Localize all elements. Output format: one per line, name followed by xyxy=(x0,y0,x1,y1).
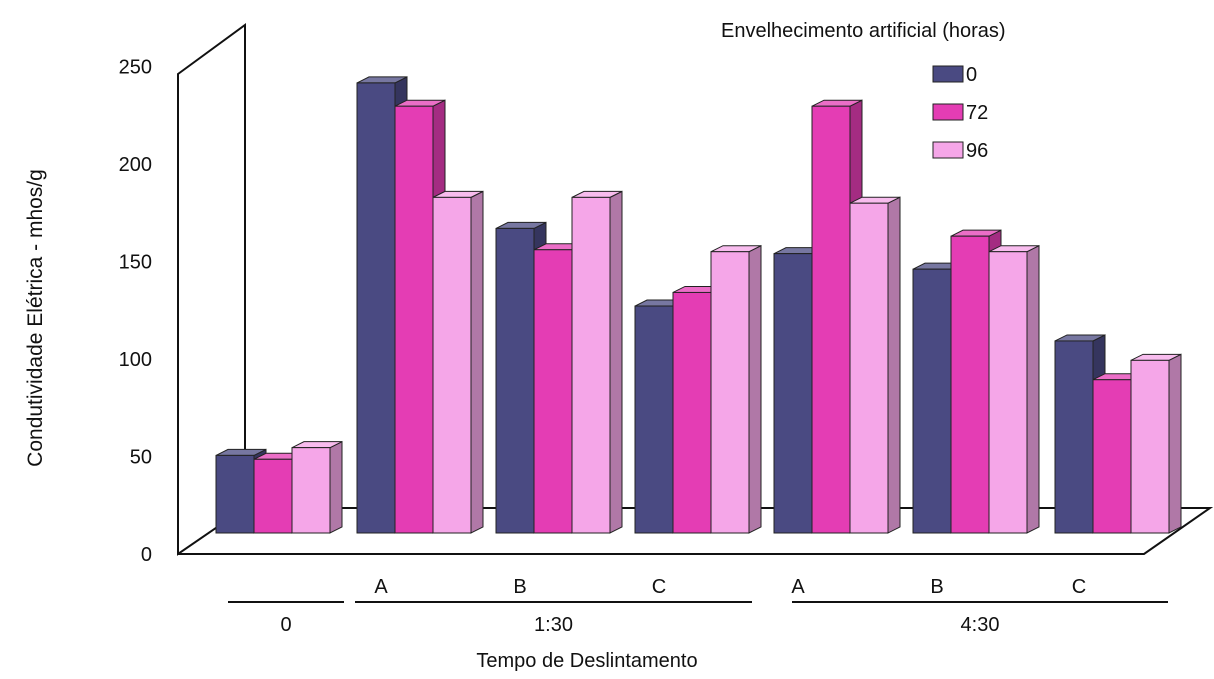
category-label: C xyxy=(1072,576,1086,598)
category-label: A xyxy=(791,576,805,598)
legend-swatch xyxy=(932,65,964,83)
bar xyxy=(988,244,1040,534)
category-label: B xyxy=(930,576,943,598)
bar xyxy=(1130,353,1182,534)
y-tick-label: 250 xyxy=(119,57,152,79)
legend-label: 72 xyxy=(966,102,988,124)
group-label: 0 xyxy=(280,614,291,636)
legend-swatch xyxy=(932,103,964,121)
group-label: 1:30 xyxy=(534,614,573,636)
category-label: B xyxy=(513,576,526,598)
y-axis-title: Condutividade Elétrica - mhos/g xyxy=(24,169,47,467)
group-labels: 0 1:30 4:30 xyxy=(228,601,1168,636)
bar xyxy=(291,440,343,534)
bar xyxy=(571,190,623,534)
y-tick-label: 50 xyxy=(130,447,152,469)
legend-item: 72 xyxy=(932,102,988,124)
y-tick-label: 0 xyxy=(141,544,152,566)
legend-title: Envelhecimento artificial (horas) xyxy=(721,20,1006,42)
bar xyxy=(710,244,762,534)
legend-item: 96 xyxy=(932,140,988,162)
y-tick-label: 200 xyxy=(119,154,152,176)
bar xyxy=(432,190,484,534)
legend: Envelhecimento artificial (horas) 0 72 96 xyxy=(721,20,1006,162)
legend-swatch xyxy=(932,141,964,159)
bars xyxy=(215,76,1182,534)
x-axis-title: Tempo de Deslintamento xyxy=(476,650,697,672)
legend-label: 96 xyxy=(966,140,988,162)
bar xyxy=(849,196,901,534)
y-tick-labels: 0 50 100 150 200 250 xyxy=(119,57,152,567)
legend-label: 0 xyxy=(966,64,977,86)
legend-item: 0 xyxy=(932,64,977,86)
category-label: C xyxy=(652,576,666,598)
category-label: A xyxy=(374,576,388,598)
group-label: 4:30 xyxy=(961,614,1000,636)
y-tick-label: 100 xyxy=(119,349,152,371)
y-tick-label: 150 xyxy=(119,252,152,274)
